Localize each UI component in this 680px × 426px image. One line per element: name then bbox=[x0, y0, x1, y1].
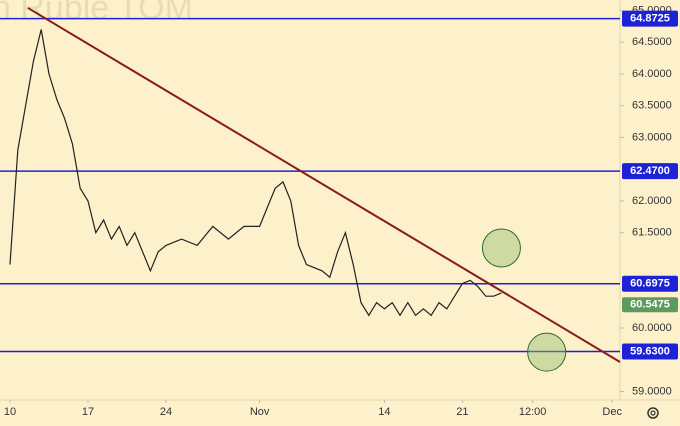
settings-icon[interactable] bbox=[647, 407, 659, 419]
highlight-circle bbox=[527, 332, 567, 372]
x-tick-label: 21 bbox=[456, 406, 468, 418]
x-tick-label: 17 bbox=[82, 406, 94, 418]
level-label-box bbox=[622, 275, 678, 292]
trend-line bbox=[27, 7, 621, 363]
last-price-label: 60.5475 bbox=[630, 299, 670, 311]
y-tick-label: 64.5000 bbox=[632, 36, 672, 48]
x-tick-label: 24 bbox=[160, 406, 172, 418]
x-tick-label: Nov bbox=[250, 406, 270, 418]
y-tick-label: 63.5000 bbox=[632, 100, 672, 112]
y-tick-label: 62.0000 bbox=[632, 195, 672, 207]
level-label: 59.6300 bbox=[630, 345, 670, 357]
level-label-box bbox=[622, 343, 678, 360]
level-label-box bbox=[622, 163, 678, 180]
y-tick-label: 63.0000 bbox=[632, 131, 672, 143]
y-tick-label: 61.5000 bbox=[632, 227, 672, 239]
last-price-box bbox=[622, 297, 678, 313]
level-label: 62.4700 bbox=[630, 165, 670, 177]
y-tick-label: 60.0000 bbox=[632, 322, 672, 334]
highlight-circle bbox=[481, 228, 521, 268]
gear-center[interactable] bbox=[650, 410, 656, 416]
level-label-box bbox=[622, 10, 678, 27]
y-tick-label: 64.0000 bbox=[632, 68, 672, 80]
y-tick-label: 59.0000 bbox=[632, 385, 672, 397]
price-line bbox=[9, 29, 502, 317]
level-label: 64.8725 bbox=[630, 12, 670, 24]
watermark: n Ruble TOM bbox=[0, 0, 193, 27]
x-tick-label: 12:00 bbox=[519, 406, 547, 418]
x-tick-label: Dec bbox=[602, 406, 622, 418]
level-label: 60.6975 bbox=[630, 278, 670, 290]
x-tick-label: 10 bbox=[4, 406, 16, 418]
gear[interactable] bbox=[647, 407, 659, 419]
x-tick-label: 14 bbox=[378, 406, 390, 418]
